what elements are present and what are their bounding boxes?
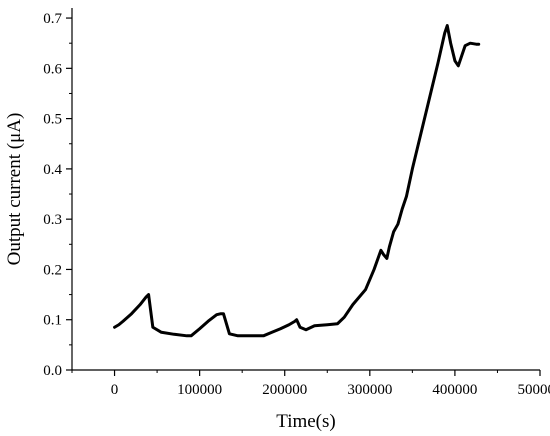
y-tick-label: 0.1 (43, 313, 62, 329)
series-group (113, 24, 481, 338)
y-tick-label: 0.4 (43, 162, 62, 178)
y-tick-label: 0.2 (43, 262, 62, 278)
y-tick-label: 0.6 (43, 61, 62, 77)
x-tick-label: 500000 (518, 382, 550, 398)
x-tick-label: 0 (111, 382, 119, 398)
axes (71, 8, 540, 371)
y-tick-label: 0.5 (43, 112, 62, 128)
y-tick-label: 0.7 (43, 11, 62, 27)
x-axis-title: Time(s) (276, 411, 335, 432)
x-tick-label: 400000 (432, 382, 477, 398)
x-tick-label: 200000 (262, 382, 307, 398)
y-tick-label: 0.0 (43, 363, 62, 379)
y-axis-title: Output current (μA) (4, 113, 25, 266)
x-tick-label: 300000 (347, 382, 392, 398)
x-axis-ticks: 0 100000 200000 300000 400000 500000 (71, 370, 550, 398)
y-tick-label: 0.3 (43, 212, 62, 228)
y-axis-ticks: 0.0 0.1 0.2 0.3 0.4 0.5 0.6 0.7 (43, 11, 72, 379)
x-tick-label: 100000 (177, 382, 222, 398)
series-line (113, 24, 481, 338)
